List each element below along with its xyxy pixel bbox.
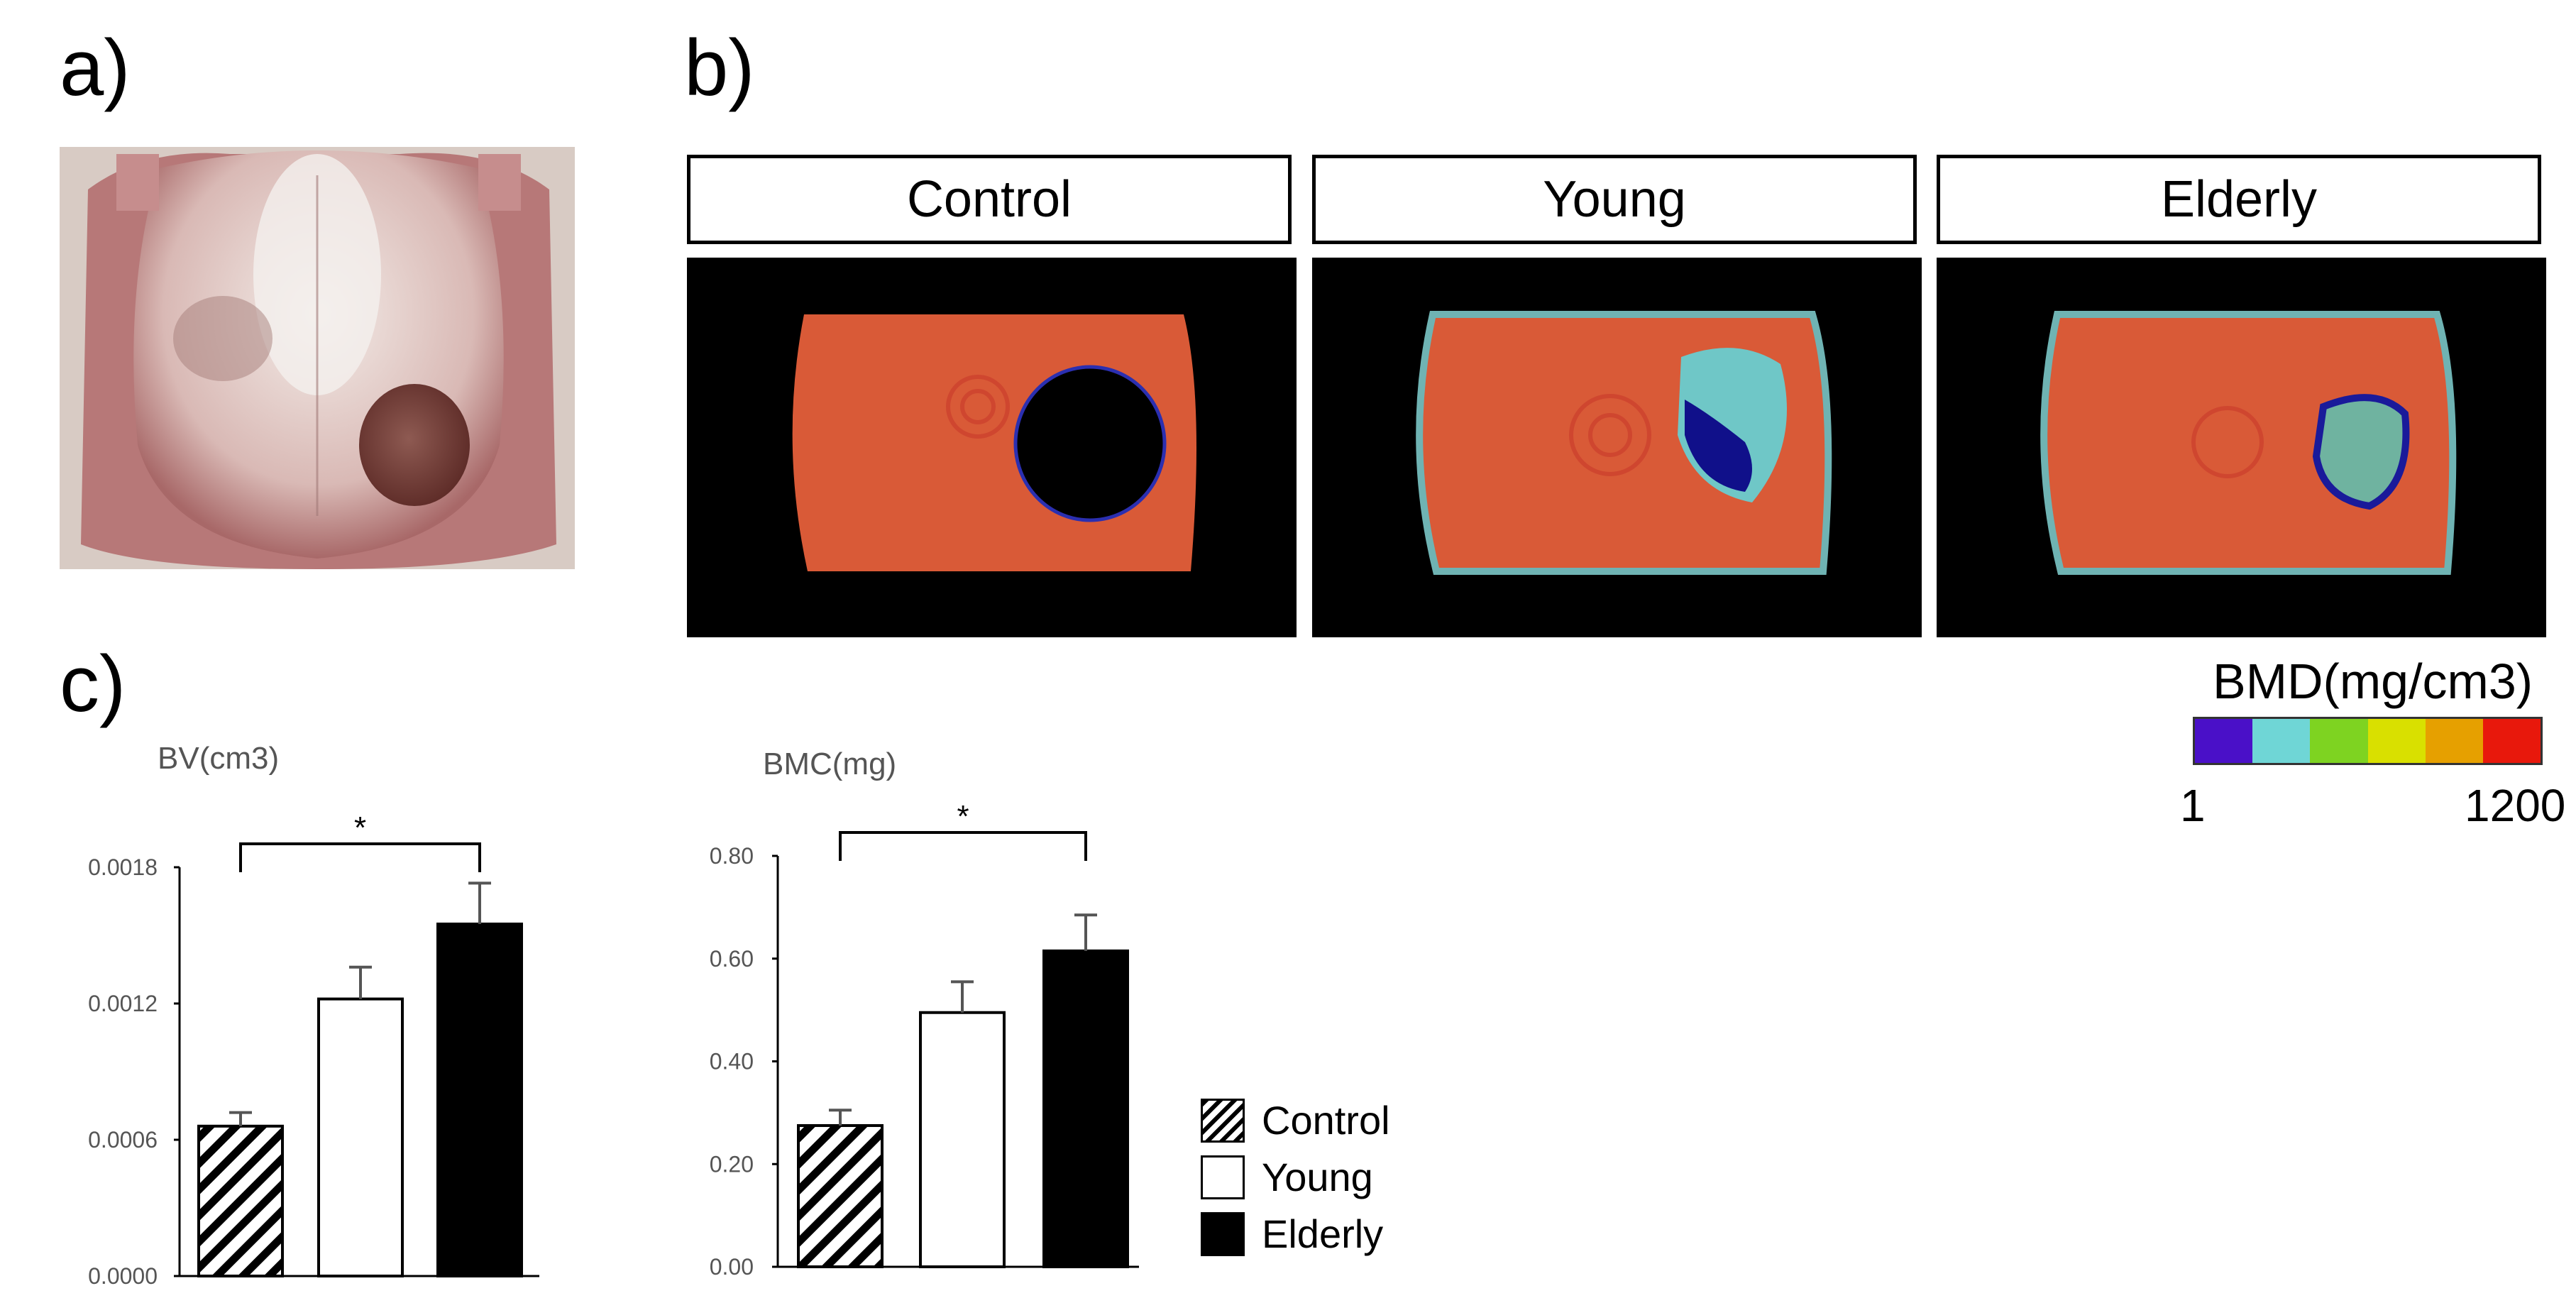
scan-header-young: Young — [1312, 155, 1917, 244]
bmc-chart: 0.00 0.20 0.40 0.60 0.80 * — [710, 799, 1139, 1280]
skull-defect-photo — [60, 147, 575, 569]
panel-label-a: a) — [60, 23, 131, 112]
legend-label-young: Young — [1262, 1155, 1373, 1199]
panel-label-c: c) — [60, 639, 126, 728]
y-tick-label: 0.00 — [710, 1254, 754, 1280]
bmc-chart-ylabel: BMC(mg) — [763, 747, 897, 781]
y-tick-label: 0.0012 — [88, 991, 158, 1016]
bar-young — [317, 997, 404, 1277]
y-tick-label: 0.40 — [710, 1049, 754, 1074]
bar-elderly — [1042, 949, 1129, 1269]
colorbar — [2193, 717, 2543, 765]
significance-bracket — [839, 831, 1087, 861]
legend-label-control: Control — [1262, 1098, 1390, 1143]
bv-chart-ylabel: BV(cm3) — [158, 741, 280, 776]
colorbar-max-label: 1200 — [2465, 780, 2566, 831]
scan-header-elderly: Elderly — [1937, 155, 2541, 244]
colorbar-segment — [2252, 719, 2311, 763]
bar-control — [197, 1124, 284, 1278]
colorbar-segment — [2195, 719, 2253, 763]
ct-scan-young — [1312, 258, 1922, 637]
panel-label-b: b) — [684, 23, 755, 112]
significance-bracket — [239, 842, 481, 872]
colorbar-segment — [2482, 719, 2541, 763]
bar-elderly — [436, 923, 523, 1277]
legend-swatch-young — [1201, 1155, 1245, 1199]
bv-chart: 0.0000 0.0006 0.0012 0.0018 * — [88, 810, 539, 1289]
y-tick-label: 0.20 — [710, 1151, 754, 1177]
colorbar-min-label: 1 — [2180, 780, 2206, 831]
colorbar-segment — [2367, 719, 2426, 763]
ct-scan-control — [687, 258, 1297, 637]
bar-young — [919, 1011, 1006, 1269]
ct-scan-elderly — [1937, 258, 2546, 637]
significance-marker: * — [957, 799, 969, 834]
y-tick-label: 0.0006 — [88, 1127, 158, 1153]
y-tick-label: 0.0018 — [88, 854, 158, 880]
legend-swatch-control — [1201, 1099, 1245, 1143]
legend-label-elderly: Elderly — [1262, 1211, 1384, 1256]
scan-header-control: Control — [687, 155, 1292, 244]
significance-marker: * — [354, 810, 366, 845]
bar-control — [797, 1123, 884, 1268]
legend-swatch-elderly — [1201, 1212, 1245, 1256]
y-tick-label: 0.60 — [710, 946, 754, 972]
colorbar-segment — [2310, 719, 2368, 763]
colorbar-title: BMD(mg/cm3) — [2213, 654, 2533, 709]
y-tick-label: 0.80 — [710, 843, 754, 869]
y-tick-label: 0.0000 — [88, 1263, 158, 1289]
colorbar-segment — [2425, 719, 2483, 763]
